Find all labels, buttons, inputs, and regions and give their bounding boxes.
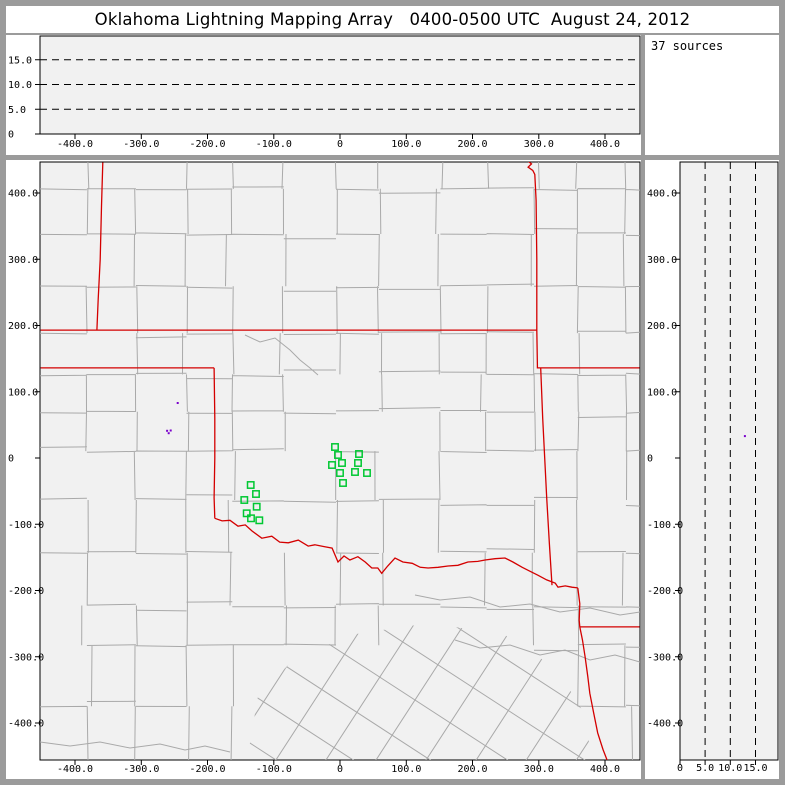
alt-tick-label: 0: [677, 763, 683, 774]
ew-tick-label: 400.0: [590, 139, 620, 150]
lightning-source-dots: [166, 402, 179, 435]
ew-tick-label: 300.0: [524, 139, 554, 150]
ew-tick-label: -100.0: [256, 139, 292, 150]
state-borders: [40, 162, 640, 760]
ns-tick-label: 100.0: [8, 387, 38, 398]
ns-alt-ticks: [675, 192, 756, 765]
ns-tick-label: -100.0: [647, 520, 683, 531]
alt-ew-gridlines: [40, 59, 640, 110]
ew-tick-label: -400.0: [57, 764, 93, 775]
ns-tick-label: 300.0: [8, 255, 38, 266]
alt-tick-label: 15.0: [743, 763, 767, 774]
ew-tick-label: -200.0: [189, 764, 225, 775]
ew-tick-label: -300.0: [123, 764, 159, 775]
ns-tick-label: 200.0: [8, 321, 38, 332]
alt-tick-label: 5.0: [696, 763, 714, 774]
ew-tick-label: 200.0: [457, 139, 487, 150]
alt-tick-label: 0: [8, 130, 14, 141]
plan-ticks: [35, 192, 606, 765]
ew-tick-label: 100.0: [391, 139, 421, 150]
alt-tick-label: 10.0: [8, 80, 32, 91]
ns-alt-gridlines: [704, 162, 756, 760]
source-count-label: 37 sources: [651, 39, 724, 53]
ns-tick-label: -100.0: [8, 520, 44, 531]
lightning-source-dot-right: [743, 435, 746, 438]
ns-tick-label: -200.0: [8, 586, 44, 597]
ns-tick-label: 100.0: [647, 387, 677, 398]
title-bar: Oklahoma Lightning Mapping Array 0400-05…: [6, 6, 779, 33]
ns-tick-label: -300.0: [8, 652, 44, 663]
ew-tick-label: 400.0: [590, 764, 620, 775]
ew-tick-label: -400.0: [57, 139, 93, 150]
plan-plot-box: [39, 161, 641, 761]
ew-tick-label: -100.0: [256, 764, 292, 775]
ew-tick-label: 200.0: [457, 764, 487, 775]
county-lines: [40, 162, 640, 760]
river-lines: [40, 334, 640, 753]
ns-tick-label: 0: [647, 454, 653, 465]
ew-tick-label: -300.0: [123, 139, 159, 150]
alt-tick-label: 5.0: [8, 105, 26, 116]
ns-tick-label: 200.0: [647, 321, 677, 332]
ns-tick-label: 400.0: [8, 189, 38, 200]
alt-tick-label: 10.0: [718, 763, 742, 774]
source-count-region: [645, 35, 779, 155]
ns-tick-label: 0: [8, 454, 14, 465]
ns-alt-plot-box: [679, 161, 779, 761]
lma-station-markers: [240, 443, 371, 525]
ns-tick-label: -300.0: [647, 652, 683, 663]
ns-tick-label: 300.0: [647, 255, 677, 266]
alt-ew-ticks: [35, 59, 606, 139]
ns-tick-label: -200.0: [647, 586, 683, 597]
ew-tick-label: -200.0: [189, 139, 225, 150]
ew-tick-label: 300.0: [524, 764, 554, 775]
ns-tick-label: -400.0: [8, 719, 44, 730]
ew-tick-label: 0: [337, 139, 343, 150]
ns-tick-label: 400.0: [647, 189, 677, 200]
ew-tick-label: 100.0: [391, 764, 421, 775]
ew-tick-label: 0: [337, 764, 343, 775]
alt-tick-label: 15.0: [8, 55, 32, 66]
page-title: Oklahoma Lightning Mapping Array 0400-05…: [94, 10, 691, 29]
ns-tick-label: -400.0: [647, 719, 683, 730]
